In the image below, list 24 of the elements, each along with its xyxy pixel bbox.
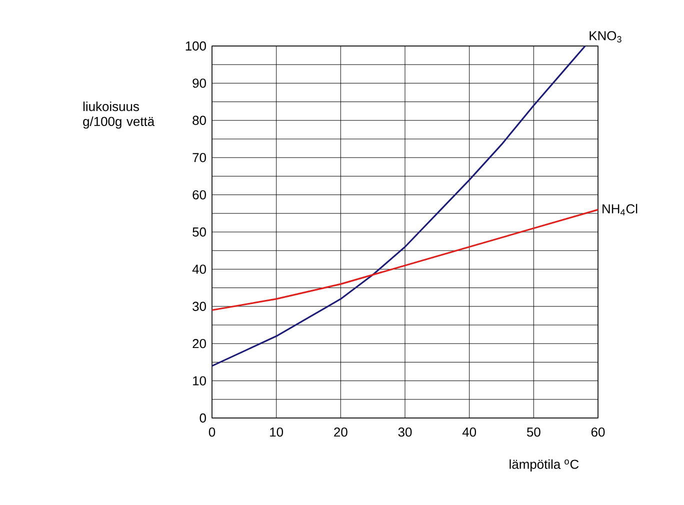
x-tick-label: 60 [591, 427, 605, 437]
series-label: KNO$_{3}$ [590, 31, 622, 42]
x-tick-label: 10 [270, 427, 284, 437]
y-tick-label: 100 [186, 41, 206, 51]
x-tick-label: 20 [334, 427, 348, 437]
y-tick-label: 70 [192, 153, 206, 162]
x-tick-label: 30 [398, 427, 412, 437]
y-tick-label: 10 [193, 376, 206, 386]
line-series [211, 45, 586, 367]
x-tick-label: 0 [208, 427, 216, 437]
y-tick-label: 90 [192, 78, 206, 88]
y-tick-label: 30 [192, 302, 206, 311]
y-tick-label: 50 [192, 227, 206, 237]
series-label: NH$_{4}$Cl [602, 204, 638, 216]
y-tick-label: 20 [192, 339, 206, 348]
line-series [211, 208, 599, 311]
y-tick-label: 60 [192, 190, 206, 200]
y-tick-label: 0 [200, 413, 206, 423]
x-tick-label: 50 [526, 427, 540, 437]
y-axis-title: liukoisuus g/100g vettä [83, 102, 155, 129]
x-tick-label: 40 [462, 427, 476, 437]
x-axis-title: lämpötila $^{o}$C [510, 459, 579, 472]
y-tick-label: 80 [192, 116, 206, 125]
y-tick-label: 40 [192, 264, 206, 274]
